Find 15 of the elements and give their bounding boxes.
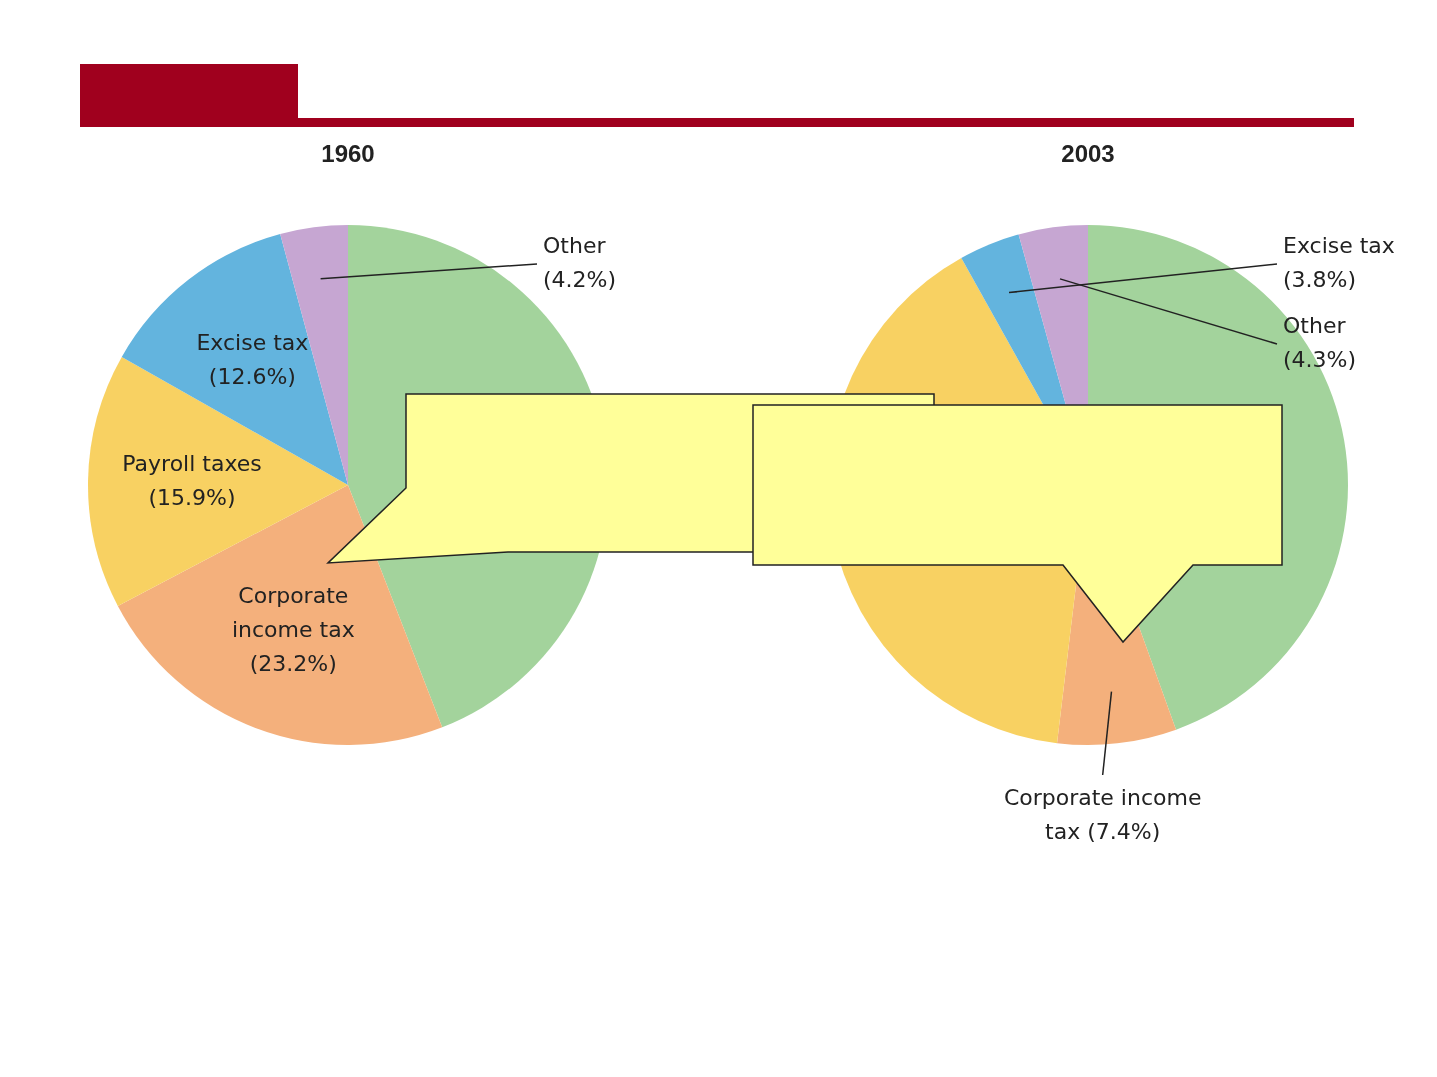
data-label: (3.8%) <box>1283 266 1357 292</box>
chart-title: 1960 <box>320 140 376 168</box>
data-label: (4.3%) <box>1283 346 1357 372</box>
slice-label: Corporate income tax (7.4%) <box>1003 784 1202 844</box>
slice-label: Excise tax <box>196 330 309 356</box>
chart-title: 2003 <box>1060 140 1116 168</box>
data-label: (23.2%) <box>249 650 337 676</box>
slice-label: Other <box>1283 312 1347 338</box>
slice-label: Payroll taxes <box>122 451 262 477</box>
slice-label: Excise tax <box>1283 232 1395 258</box>
data-label: (15.9%) <box>148 485 236 511</box>
data-label: (4.2%) <box>543 266 617 292</box>
data-label: (12.6%) <box>208 364 296 390</box>
slice-label: Other <box>543 232 607 258</box>
slice-label: Corporate income tax <box>231 582 355 642</box>
